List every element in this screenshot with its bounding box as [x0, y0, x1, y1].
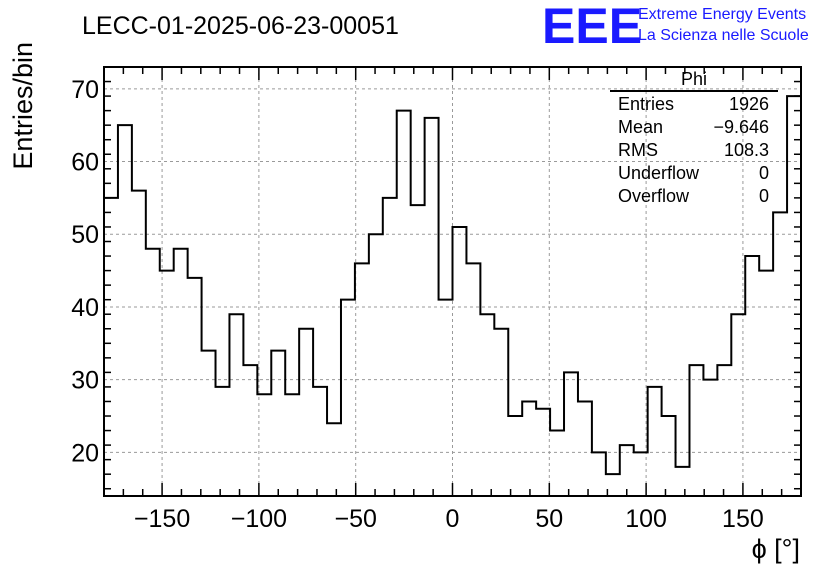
histogram-bin — [216, 387, 230, 496]
x-tick-label: 100 — [625, 505, 667, 533]
histogram-bin — [773, 212, 787, 496]
histogram-bin — [522, 401, 536, 496]
y-tick-label: 70 — [71, 76, 99, 104]
histogram-bin — [299, 329, 313, 496]
y-tick-label: 50 — [71, 221, 99, 249]
histogram-bin — [313, 387, 327, 496]
stats-value-underflow: 0 — [759, 163, 769, 183]
histogram-bin — [745, 256, 759, 496]
histogram-bin — [508, 416, 522, 496]
histogram-bin — [146, 249, 160, 496]
plot-title: LECC-01-2025-06-23-00051 — [82, 12, 399, 40]
histogram-bin — [369, 234, 383, 496]
histogram-bin — [160, 271, 174, 496]
stats-label-rms: RMS — [618, 140, 658, 160]
stats-value-mean: −9.646 — [713, 117, 769, 137]
histogram-bin — [257, 394, 271, 496]
y-tick-label: 30 — [71, 367, 99, 395]
histogram-bin — [703, 380, 717, 496]
stats-label-underflow: Underflow — [618, 163, 700, 183]
logo-line-1: Extreme Energy Events — [638, 6, 806, 23]
stats-label-mean: Mean — [618, 117, 663, 137]
stats-box: Phi Entries 1926 Mean −9.646 RMS 108.3 U… — [610, 69, 778, 206]
logo-line-2: La Scienza nelle Scuole — [638, 27, 809, 44]
x-axis-label: ϕ [°] — [752, 534, 800, 564]
x-tick-label: −100 — [231, 505, 287, 533]
histogram-bin — [717, 365, 731, 496]
histogram-bin — [676, 467, 690, 496]
stats-box-name: Phi — [681, 69, 707, 89]
stats-value-rms: 108.3 — [724, 140, 769, 160]
histogram-bin — [202, 351, 216, 496]
stats-value-overflow: 0 — [759, 186, 769, 206]
histogram-bin — [271, 351, 285, 496]
histogram-bin — [285, 394, 299, 496]
histogram-bin — [759, 271, 773, 496]
y-tick-label: 20 — [71, 439, 99, 467]
histogram-bin — [341, 300, 355, 496]
histogram-bin — [174, 249, 188, 496]
histogram-step-line — [103, 95, 802, 496]
histogram-bin — [453, 227, 467, 496]
histogram-bin — [188, 278, 202, 496]
histogram-bin — [439, 300, 453, 496]
histogram-bin — [662, 416, 676, 496]
axis-ticks: −150 −100 −50 0 50 100 150 20 30 40 50 60 70 — [71, 66, 802, 533]
histogram-bin — [243, 365, 257, 496]
histogram-bin — [550, 431, 564, 496]
y-tick-label: 60 — [71, 149, 99, 177]
histogram-bin — [494, 329, 508, 496]
histogram-bin — [118, 125, 132, 496]
x-tick-label: 50 — [535, 505, 563, 533]
stats-label-overflow: Overflow — [618, 186, 690, 206]
stats-value-entries: 1926 — [729, 94, 769, 114]
histogram-bin — [229, 314, 243, 496]
histogram-bin — [104, 198, 118, 496]
y-tick-label: 40 — [71, 294, 99, 322]
histogram-bin — [383, 198, 397, 496]
histogram-bin — [648, 387, 662, 496]
histogram-bin — [787, 96, 801, 496]
x-tick-label: 0 — [446, 505, 460, 533]
histogram-bin — [327, 423, 341, 496]
histogram-bin — [564, 372, 578, 496]
histogram-bin — [578, 401, 592, 496]
stats-label-entries: Entries — [618, 94, 674, 114]
histogram-bin — [397, 111, 411, 496]
x-tick-label: 150 — [722, 505, 764, 533]
histogram-bin — [132, 191, 146, 496]
histogram-bin — [592, 452, 606, 496]
y-axis-label: Entries/bin — [8, 42, 38, 170]
histogram-bin — [689, 365, 703, 496]
x-tick-label: −150 — [134, 505, 190, 533]
eee-logo: EEE — [542, 0, 642, 54]
histogram-bin — [480, 314, 494, 496]
x-tick-label: −50 — [334, 505, 376, 533]
